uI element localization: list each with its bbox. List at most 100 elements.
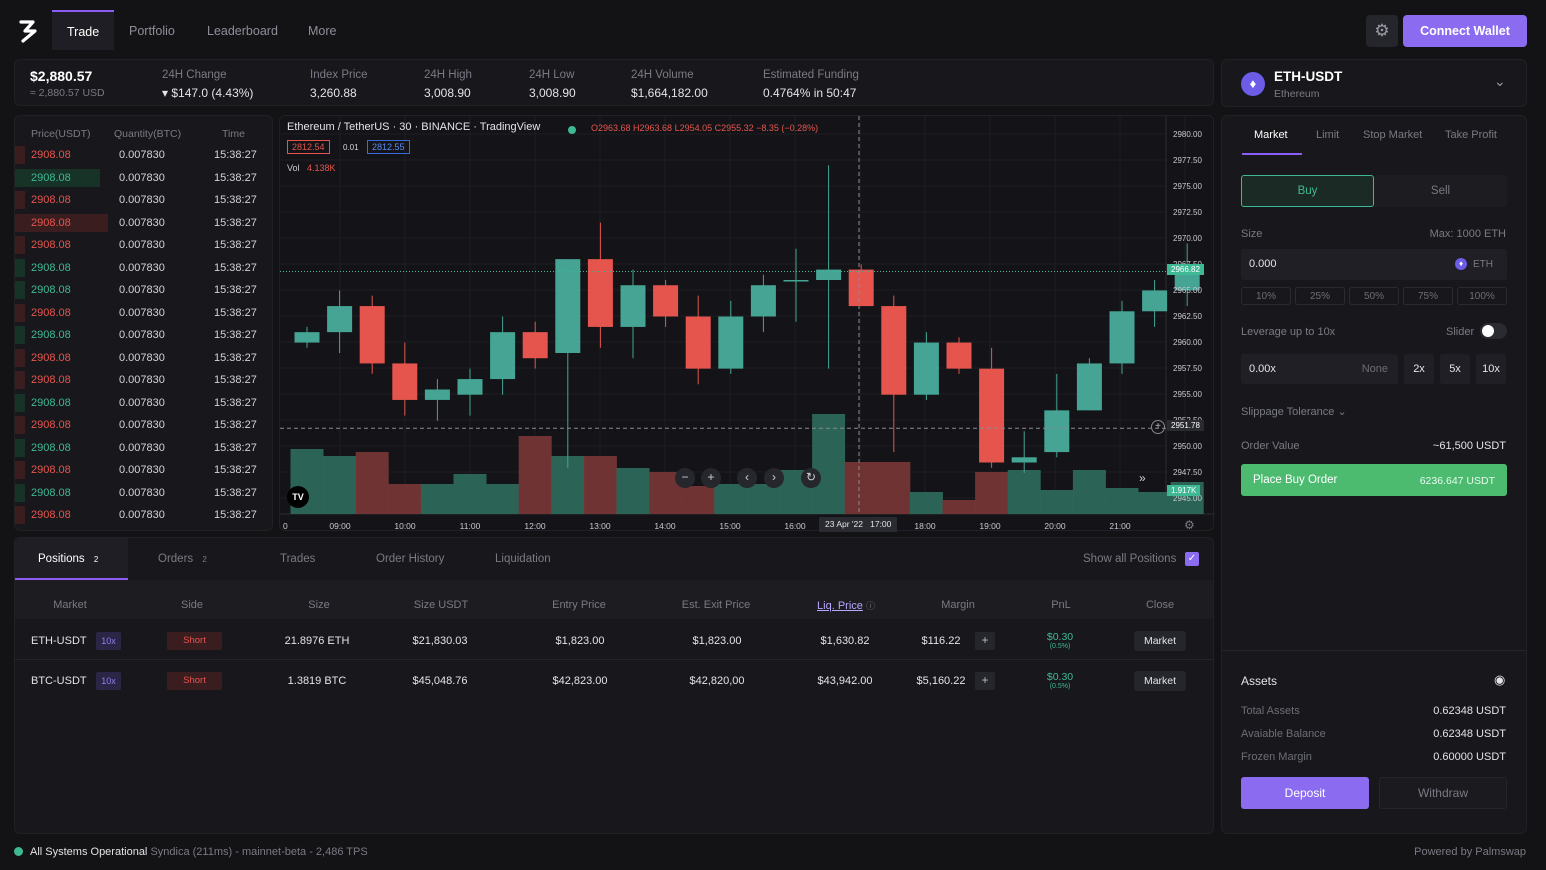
ob-time: 15:38:27 bbox=[214, 509, 257, 521]
leverage-input[interactable]: 0.00x None bbox=[1241, 354, 1398, 384]
info-icon[interactable]: ⓘ bbox=[865, 601, 875, 611]
close-market-button[interactable]: Market bbox=[1134, 631, 1186, 651]
tab-order-history[interactable]: Order History bbox=[376, 553, 445, 565]
pct-50-button[interactable]: 50% bbox=[1349, 287, 1399, 305]
ob-price: 2908.08 bbox=[31, 194, 71, 206]
chart-canvas[interactable] bbox=[280, 116, 1215, 532]
nav-tab-leaderboard[interactable]: Leaderboard bbox=[207, 24, 278, 38]
volume-bar bbox=[909, 492, 943, 514]
eye-icon[interactable]: ◉ bbox=[1494, 672, 1506, 687]
reset-chart-icon[interactable]: ↻ bbox=[801, 468, 821, 488]
slippage-dropdown[interactable]: Slippage Tolerance ⌄ bbox=[1241, 405, 1347, 418]
candle-body bbox=[587, 259, 613, 327]
sell-toggle[interactable]: Sell bbox=[1374, 175, 1507, 207]
pct-25-button[interactable]: 25% bbox=[1295, 287, 1345, 305]
ob-row[interactable]: 2908.08 0.007830 15:38:27 bbox=[15, 482, 273, 504]
buy-toggle[interactable]: Buy bbox=[1241, 175, 1374, 207]
leverage-10x-button[interactable]: 10x bbox=[1476, 354, 1506, 384]
volume-bar bbox=[877, 462, 911, 514]
slider-label: Slider bbox=[1446, 326, 1475, 338]
tab-positions-label: Positions bbox=[38, 553, 85, 565]
scroll-right-icon[interactable]: › bbox=[764, 468, 784, 488]
ob-header-price: Price(USDT) bbox=[31, 128, 91, 140]
th-liq-price[interactable]: Liq. Price ⓘ bbox=[817, 599, 875, 612]
ob-row[interactable]: 2908.08 0.007830 15:38:27 bbox=[15, 324, 273, 346]
volume-bar bbox=[812, 414, 846, 514]
show-all-checkbox[interactable]: ✓ bbox=[1185, 552, 1199, 566]
chart-symbol: Ethereum / TetherUS · 30 · BINANCE · Tra… bbox=[287, 121, 541, 133]
high-label: 24H High bbox=[424, 69, 472, 81]
size-value: 0.000 bbox=[1249, 258, 1277, 270]
chevron-down-icon[interactable]: ⌄ bbox=[1494, 73, 1506, 89]
ask-price[interactable]: 2812.55 bbox=[367, 140, 410, 154]
ob-row[interactable]: 2908.08 0.007830 15:38:27 bbox=[15, 144, 273, 166]
connect-wallet-button[interactable]: Connect Wallet bbox=[1403, 15, 1527, 47]
ob-qty: 0.007830 bbox=[119, 509, 165, 521]
ob-row[interactable]: 2908.08 0.007830 15:38:27 bbox=[15, 234, 273, 256]
y-tick: 2945.00 bbox=[1173, 494, 1202, 503]
settings-gear-icon[interactable]: ⚙ bbox=[1366, 15, 1398, 47]
price-chart[interactable]: Ethereum / TetherUS · 30 · BINANCE · Tra… bbox=[279, 115, 1215, 532]
pct-10-button[interactable]: 10% bbox=[1241, 287, 1291, 305]
place-order-value: 6236.647 USDT bbox=[1419, 475, 1495, 487]
ob-row[interactable]: 2908.08 0.007830 15:38:27 bbox=[15, 167, 273, 189]
nav-tab-trade[interactable]: Trade bbox=[52, 10, 115, 50]
deposit-button[interactable]: Deposit bbox=[1241, 777, 1369, 809]
slider-toggle[interactable] bbox=[1480, 323, 1507, 339]
order-tab-take-profit[interactable]: Take Profit bbox=[1445, 129, 1497, 141]
ob-time: 15:38:27 bbox=[214, 261, 257, 274]
ob-row[interactable]: 2908.08 0.007830 15:38:27 bbox=[15, 279, 273, 301]
ob-row[interactable]: 2908.08 0.007830 15:38:27 bbox=[15, 392, 273, 414]
tab-liquidation[interactable]: Liquidation bbox=[495, 553, 551, 565]
add-margin-icon[interactable]: + bbox=[975, 632, 995, 650]
leverage-5x-button[interactable]: 5x bbox=[1440, 354, 1470, 384]
ob-row[interactable]: 2908.08 0.007830 15:38:27 bbox=[15, 369, 273, 391]
scroll-to-latest-icon[interactable]: » bbox=[1139, 471, 1146, 485]
order-tab-limit[interactable]: Limit bbox=[1316, 129, 1340, 141]
vol-label: Vol bbox=[287, 163, 300, 173]
tab-trades[interactable]: Trades bbox=[280, 553, 316, 565]
ob-row[interactable]: 2908.08 0.007830 15:38:27 bbox=[15, 414, 273, 436]
ob-row[interactable]: 2908.08 0.007830 15:38:27 bbox=[15, 437, 273, 459]
pct-100-button[interactable]: 100% bbox=[1457, 287, 1507, 305]
chart-settings-icon[interactable]: ⚙ bbox=[1184, 518, 1195, 532]
withdraw-button[interactable]: Withdraw bbox=[1379, 777, 1507, 809]
size-input[interactable]: 0.000 ♦ ETH bbox=[1241, 249, 1507, 280]
ob-price: 2908.08 bbox=[31, 396, 71, 409]
ob-row[interactable]: 2908.08 0.007830 15:38:27 bbox=[15, 257, 273, 279]
order-tab-market[interactable]: Market bbox=[1254, 129, 1288, 141]
market-selector[interactable]: ♦ ETH-USDT Ethereum ⌄ bbox=[1221, 59, 1527, 107]
nav-tab-portfolio[interactable]: Portfolio bbox=[129, 24, 175, 38]
place-buy-order-button[interactable]: Place Buy Order 6236.647 USDT bbox=[1241, 464, 1507, 496]
bid-price[interactable]: 2812.54 bbox=[287, 140, 330, 154]
zoom-in-icon[interactable]: + bbox=[701, 468, 721, 488]
app-logo[interactable] bbox=[17, 18, 39, 44]
volume-bar bbox=[453, 474, 487, 514]
ob-price: 2908.08 bbox=[31, 306, 71, 319]
close-market-button[interactable]: Market bbox=[1134, 671, 1186, 691]
candle-body bbox=[1109, 311, 1135, 364]
position-liq-price: $43,942.00 bbox=[817, 675, 873, 687]
order-tab-stop-market[interactable]: Stop Market bbox=[1363, 129, 1423, 141]
place-order-label: Place Buy Order bbox=[1253, 474, 1338, 486]
ob-row[interactable]: 2908.08 0.007830 15:38:27 bbox=[15, 459, 273, 481]
crosshair-price-tag: 2951.78 bbox=[1167, 420, 1204, 431]
scroll-left-icon[interactable]: ‹ bbox=[737, 468, 757, 488]
zoom-out-icon[interactable]: − bbox=[675, 468, 695, 488]
tradingview-logo-icon[interactable]: TV bbox=[287, 486, 309, 508]
ob-row[interactable]: 2908.08 0.007830 15:38:27 bbox=[15, 212, 273, 234]
leverage-2x-button[interactable]: 2x bbox=[1404, 354, 1434, 384]
add-margin-icon[interactable]: + bbox=[975, 672, 995, 690]
ob-row[interactable]: 2908.08 0.007830 15:38:27 bbox=[15, 504, 273, 526]
pct-75-button[interactable]: 75% bbox=[1403, 287, 1453, 305]
position-market: BTC-USDT bbox=[31, 675, 87, 687]
ob-row[interactable]: 2908.08 0.007830 15:38:27 bbox=[15, 189, 273, 211]
add-alert-icon[interactable]: + bbox=[1151, 420, 1165, 434]
ob-row[interactable]: 2908.08 0.007830 15:38:27 bbox=[15, 302, 273, 324]
tab-orders[interactable]: Orders 2 bbox=[158, 553, 207, 565]
tab-positions[interactable]: Positions 2 bbox=[38, 553, 98, 565]
market-stats-bar bbox=[14, 59, 1214, 106]
ob-row[interactable]: 2908.08 0.007830 15:38:27 bbox=[15, 347, 273, 369]
nav-tab-more[interactable]: More bbox=[308, 24, 337, 38]
chart-ohlc: O2963.68 H2963.68 L2954.05 C2955.32 −8.3… bbox=[591, 123, 819, 133]
